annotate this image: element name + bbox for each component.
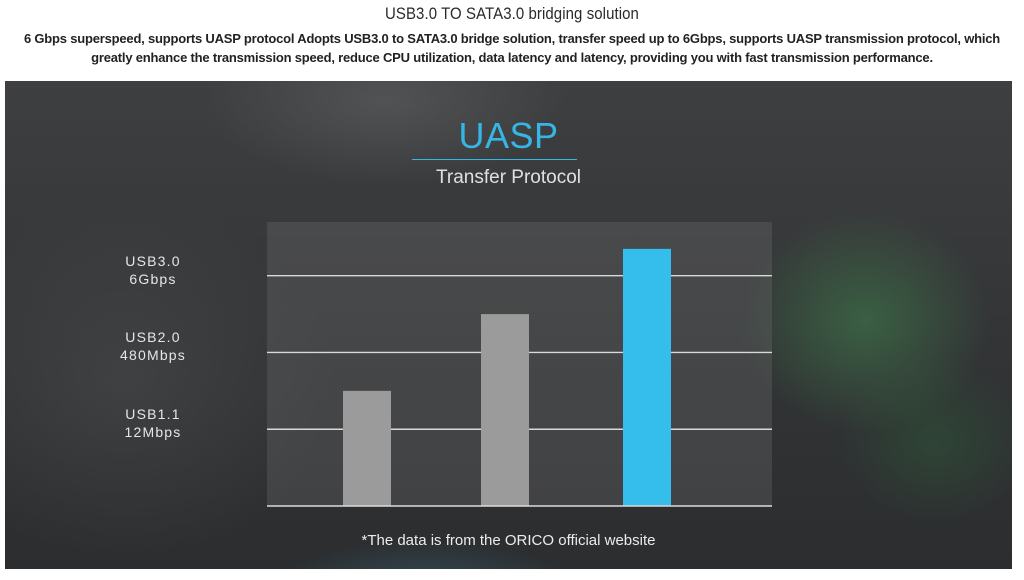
bar-2 (481, 314, 529, 506)
speed-bar-chart (267, 222, 772, 507)
title-underline (412, 159, 577, 160)
page-title: USB3.0 TO SATA3.0 bridging solution (385, 4, 639, 23)
y-tick-label: USB3.0 6Gbps (93, 252, 213, 288)
page-description: 6 Gbps superspeed, supports UASP protoco… (23, 31, 1001, 65)
data-source-footnote: *The data is from the ORICO official web… (361, 532, 656, 549)
y-tick-speed: 12Mbps (124, 424, 182, 441)
y-tick-speed: 6Gbps (129, 270, 177, 287)
bar-1 (343, 390, 391, 506)
y-tick-interface: USB3.0 (125, 252, 181, 269)
y-tick-interface: USB1.1 (125, 406, 181, 423)
uasp-title: UASP (458, 115, 559, 156)
uasp-subtitle: Transfer Protocol (435, 167, 581, 188)
bar-3 (623, 248, 671, 506)
uasp-banner: UASP Transfer Protocol USB1.1 12Mbps USB2.… (5, 81, 1012, 569)
y-tick-speed: 480Mbps (120, 347, 186, 364)
y-tick-label: USB1.1 12Mbps (93, 405, 213, 441)
y-tick-label: USB2.0 480Mbps (93, 328, 213, 364)
y-tick-interface: USB2.0 (125, 329, 181, 346)
